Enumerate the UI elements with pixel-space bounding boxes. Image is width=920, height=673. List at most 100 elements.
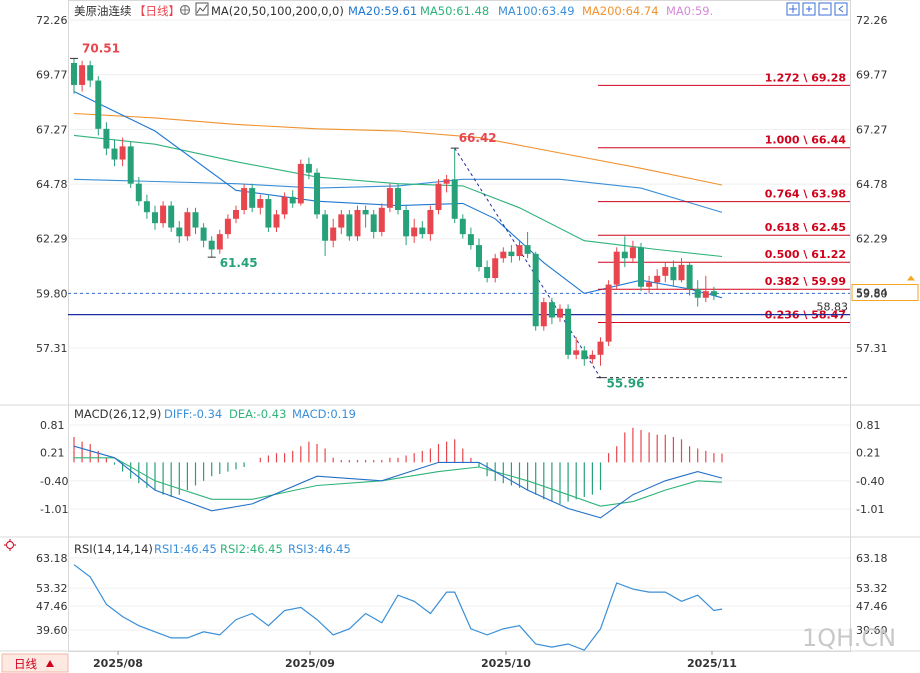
scroll-left-icon[interactable]	[834, 2, 848, 16]
settings-icon[interactable]	[179, 4, 191, 16]
rsi1-readout: RSI1:46.45	[154, 542, 217, 556]
candle-body	[224, 218, 231, 235]
price-axis-left-label: 69.77	[36, 69, 68, 82]
candle-body	[143, 201, 150, 213]
candle-body	[581, 350, 588, 360]
candle-body	[524, 245, 531, 254]
candle-body	[314, 172, 320, 215]
candle-body	[95, 80, 102, 129]
candle-body	[605, 284, 612, 342]
candle-body	[257, 199, 264, 208]
rsi-panel	[73, 564, 723, 651]
rsi-axis-right-label: 47.46	[856, 600, 888, 613]
rsi-axis-left-label: 39.60	[36, 624, 68, 637]
macd-axis-right-label: -0.40	[856, 475, 884, 488]
rsi-settings-icon[interactable]	[4, 539, 16, 551]
candle-body	[249, 188, 256, 208]
rsi-axis-right-label: 63.18	[856, 552, 888, 565]
candle-body	[621, 251, 628, 259]
candle-body	[548, 302, 555, 318]
candle-body	[638, 247, 644, 287]
ma100-readout: MA100:63.49	[498, 4, 575, 18]
candle-body	[419, 227, 426, 235]
candle-body	[160, 205, 167, 224]
candle-body	[386, 188, 393, 208]
candle-body	[557, 308, 563, 318]
candle-body	[346, 214, 353, 237]
rsi-axis-left-label: 53.32	[36, 582, 68, 595]
price-axis-right-label: 69.77	[856, 69, 888, 82]
candle-body	[654, 275, 661, 283]
price-axis-right-label: 57.31	[856, 342, 888, 355]
price-axis-left-label: 72.26	[36, 14, 68, 27]
candle-body	[411, 227, 418, 237]
extreme-price-label: 55.96	[607, 377, 645, 391]
period-tag[interactable]: 【日线】	[134, 4, 180, 18]
candle-body	[241, 188, 248, 210]
fib-level-label: 0.382 \ 59.99	[765, 275, 846, 288]
candle-body	[338, 214, 345, 228]
candle-body	[540, 302, 547, 327]
candle-body	[678, 264, 685, 281]
rsi-axis-right-label: 39.60	[856, 624, 888, 637]
rsi3-readout: RSI3:46.45	[288, 542, 351, 556]
price-axis-right-label: 72.26	[856, 14, 888, 27]
extreme-price-label: 66.42	[459, 131, 497, 145]
ma-indicator-icon[interactable]	[195, 2, 209, 16]
fullscreen-icon[interactable]	[786, 2, 800, 16]
candle-body	[484, 267, 491, 279]
candle-body	[87, 65, 94, 81]
candle-body	[629, 247, 636, 259]
candle-body	[127, 146, 134, 184]
rsi-axis-right-label: 53.32	[856, 582, 888, 595]
candle-body	[459, 218, 466, 235]
axes: 72.26 72.26 69.77 69.77 67.27 67.27 64.78 64.78…	[36, 14, 888, 670]
candle-body	[200, 227, 207, 241]
candle-body	[694, 288, 701, 298]
fib-level-label: 0.764 \ 63.98	[765, 188, 846, 201]
zoom-out-icon[interactable]	[818, 2, 832, 16]
candle-body	[670, 267, 677, 281]
ma200-readout: MA200:64.74	[582, 4, 659, 18]
candle-body	[79, 65, 86, 85]
candle-body	[354, 209, 361, 237]
candle-body	[597, 341, 604, 355]
ma50-readout: MA50:61.48	[420, 4, 489, 18]
macd-diff-line	[73, 445, 723, 519]
candle-body	[395, 188, 401, 210]
candle-body	[103, 128, 110, 149]
candle-body	[176, 227, 183, 237]
candle-body	[710, 291, 717, 296]
candle-body	[451, 179, 458, 219]
support-line-label: 58.83	[817, 301, 849, 314]
rsi-line	[73, 564, 723, 651]
period-selector[interactable]	[1, 653, 69, 673]
candle-body	[702, 291, 709, 298]
macd-axis-right-label: 0.21	[856, 447, 881, 460]
macd-title: MACD(26,12,9)	[74, 407, 161, 421]
time-axis-label: 2025/08	[93, 657, 143, 670]
candle-body	[362, 209, 369, 215]
candle-body	[427, 209, 434, 235]
price-axis-right-label: 64.78	[856, 178, 888, 191]
candle-body	[443, 179, 450, 184]
candle-body	[289, 196, 296, 204]
candle-body	[370, 214, 377, 232]
price-axis-right-label: 67.27	[856, 123, 888, 136]
macd-axis-right-label: 0.81	[856, 419, 881, 432]
zoom-in-icon[interactable]	[802, 2, 816, 16]
candle-body	[216, 234, 223, 250]
current-price-arrow-icon	[907, 275, 915, 281]
candle-body	[208, 240, 215, 250]
price-axis-left-label: 59.80	[36, 287, 68, 300]
candle-body	[192, 212, 199, 228]
candle-body	[516, 245, 523, 257]
candle-body	[233, 209, 239, 219]
candle-body	[435, 183, 442, 210]
macd-hist-readout: MACD:0.19	[292, 407, 356, 421]
extreme-price-label: 61.45	[220, 256, 258, 270]
candle-body	[403, 209, 410, 237]
macd-dea-readout: DEA:-0.43	[229, 407, 286, 421]
candle-body	[330, 227, 337, 241]
